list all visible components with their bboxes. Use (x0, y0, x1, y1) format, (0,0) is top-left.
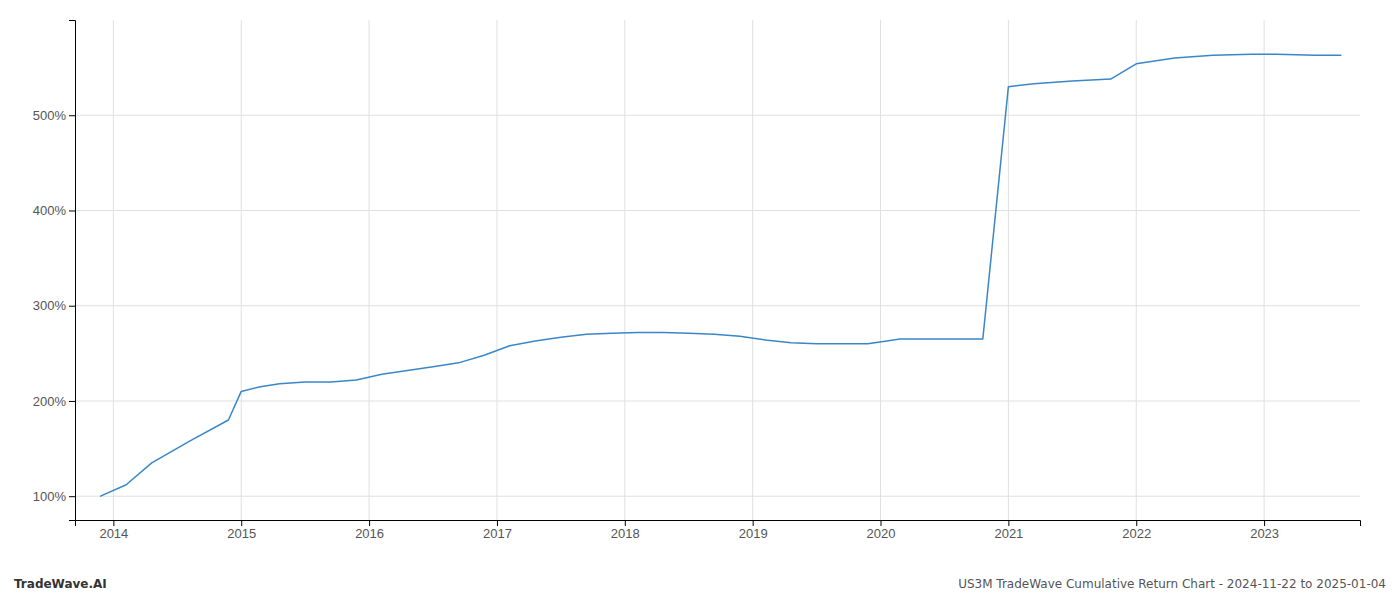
grid-line (75, 305, 1360, 306)
grid-line (241, 20, 242, 520)
x-tick: 2019 (739, 520, 768, 541)
y-tick: 100% (33, 489, 75, 504)
x-tick-label: 2020 (867, 526, 896, 541)
footer-right: US3M TradeWave Cumulative Return Chart -… (958, 577, 1386, 591)
x-tick: 2016 (355, 520, 384, 541)
y-tick-mark (69, 210, 75, 211)
y-axis-line (69, 21, 76, 521)
x-tick-label: 2015 (227, 526, 256, 541)
x-axis-line (76, 521, 1361, 527)
x-tick: 2014 (99, 520, 128, 541)
x-tick-label: 2019 (739, 526, 768, 541)
grid-line (1264, 20, 1265, 520)
x-tick: 2020 (867, 520, 896, 541)
grid-line (369, 20, 370, 520)
x-tick-mark (1264, 520, 1265, 526)
grid-line (624, 20, 625, 520)
grid-line (496, 20, 497, 520)
x-tick-mark (625, 520, 626, 526)
chart: 2014 2015 2016 2017 2018 2019 2020 2021 2022 2023… (0, 0, 1400, 600)
y-tick: 400% (33, 203, 75, 218)
footer-left: TradeWave.AI (14, 577, 107, 591)
y-tick-mark (69, 115, 75, 116)
x-tick: 2018 (611, 520, 640, 541)
y-tick: 500% (33, 108, 75, 123)
x-tick-label: 2023 (1250, 526, 1279, 541)
y-tick-mark (69, 306, 75, 307)
y-tick: 200% (33, 394, 75, 409)
x-tick-label: 2014 (99, 526, 128, 541)
x-tick-mark (369, 520, 370, 526)
y-tick-label: 100% (33, 489, 67, 504)
grid-line (75, 496, 1360, 497)
x-tick-mark (241, 520, 242, 526)
y-tick-label: 200% (33, 394, 67, 409)
grid-line (1136, 20, 1137, 520)
x-tick-mark (753, 520, 754, 526)
x-tick-mark (113, 520, 114, 526)
grid-line (75, 210, 1360, 211)
x-tick-mark (881, 520, 882, 526)
x-tick: 2017 (483, 520, 512, 541)
grid (75, 20, 1360, 520)
grid-line (113, 20, 114, 520)
y-tick-label: 500% (33, 108, 67, 123)
marks (101, 54, 1341, 496)
y-tick-label: 300% (33, 298, 67, 313)
x-tick: 2022 (1122, 520, 1151, 541)
y-tick-mark (69, 401, 75, 402)
plot: 2014 2015 2016 2017 2018 2019 2020 2021 2022 2023… (33, 20, 1361, 541)
x-tick: 2021 (994, 520, 1023, 541)
line (101, 54, 1341, 496)
x-tick-mark (497, 520, 498, 526)
grid-line (752, 20, 753, 520)
grid-line (880, 20, 881, 520)
y-tick: 300% (33, 298, 75, 313)
grid-line (75, 115, 1360, 116)
x-tick-label: 2022 (1122, 526, 1151, 541)
x-tick-label: 2021 (994, 526, 1023, 541)
x-tick-label: 2018 (611, 526, 640, 541)
x-tick: 2015 (227, 520, 256, 541)
x-tick-mark (1008, 520, 1009, 526)
x-tick-label: 2016 (355, 526, 384, 541)
x-tick: 2023 (1250, 520, 1279, 541)
x-tick-mark (1136, 520, 1137, 526)
y-axis: 100% 200% 300% 400% 500% (33, 21, 76, 521)
y-tick-mark (69, 496, 75, 497)
x-axis: 2014 2015 2016 2017 2018 2019 2020 2021 2022 2023 (76, 520, 1361, 541)
grid-line (75, 400, 1360, 401)
x-tick-label: 2017 (483, 526, 512, 541)
y-tick-label: 400% (33, 203, 67, 218)
